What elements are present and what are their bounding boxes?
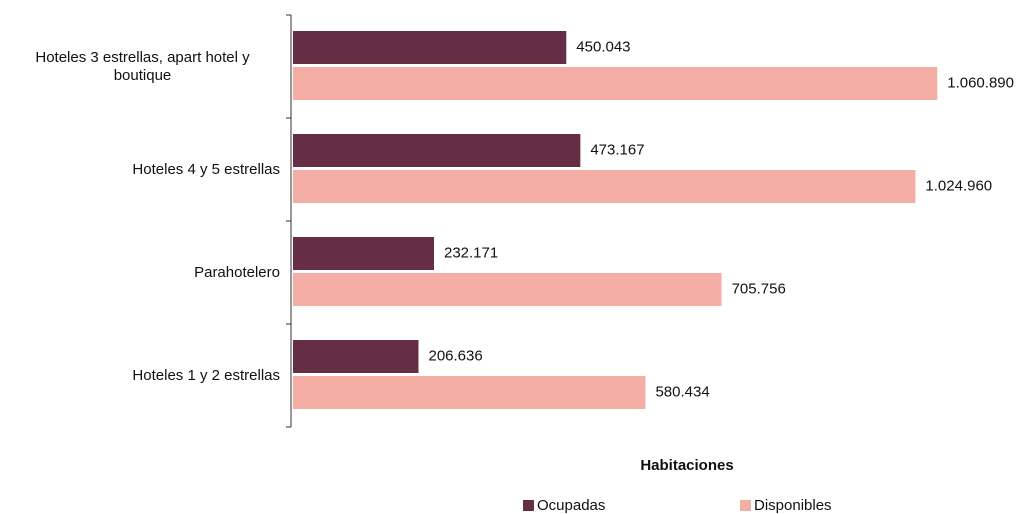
value-label: 580.434 [655, 383, 709, 400]
bar [293, 31, 567, 64]
bar [293, 376, 646, 409]
bar [293, 340, 419, 373]
bar [293, 170, 916, 203]
bar [293, 134, 581, 167]
legend-swatch [523, 500, 534, 511]
value-label: 232.171 [444, 244, 498, 261]
legend-label: Ocupadas [537, 497, 605, 514]
value-label: 705.756 [732, 280, 786, 297]
bar [293, 237, 434, 270]
category-label: Parahotelero [194, 263, 280, 281]
legend-swatch [740, 500, 751, 511]
value-label: 473.167 [590, 141, 644, 158]
value-label: 450.043 [576, 38, 630, 55]
bar [293, 67, 938, 100]
value-label: 1.060.890 [947, 74, 1014, 91]
bar [293, 273, 722, 306]
category-label: Hoteles 4 y 5 estrellas [132, 160, 280, 178]
category-label: Hoteles 1 y 2 estrellas [132, 366, 280, 384]
value-label: 1.024.960 [925, 177, 992, 194]
legend-label: Disponibles [754, 497, 832, 514]
category-label: Hoteles 3 estrellas, apart hotel y bouti… [35, 48, 250, 84]
legend-title: Habitaciones [640, 457, 733, 474]
value-label: 206.636 [428, 347, 482, 364]
